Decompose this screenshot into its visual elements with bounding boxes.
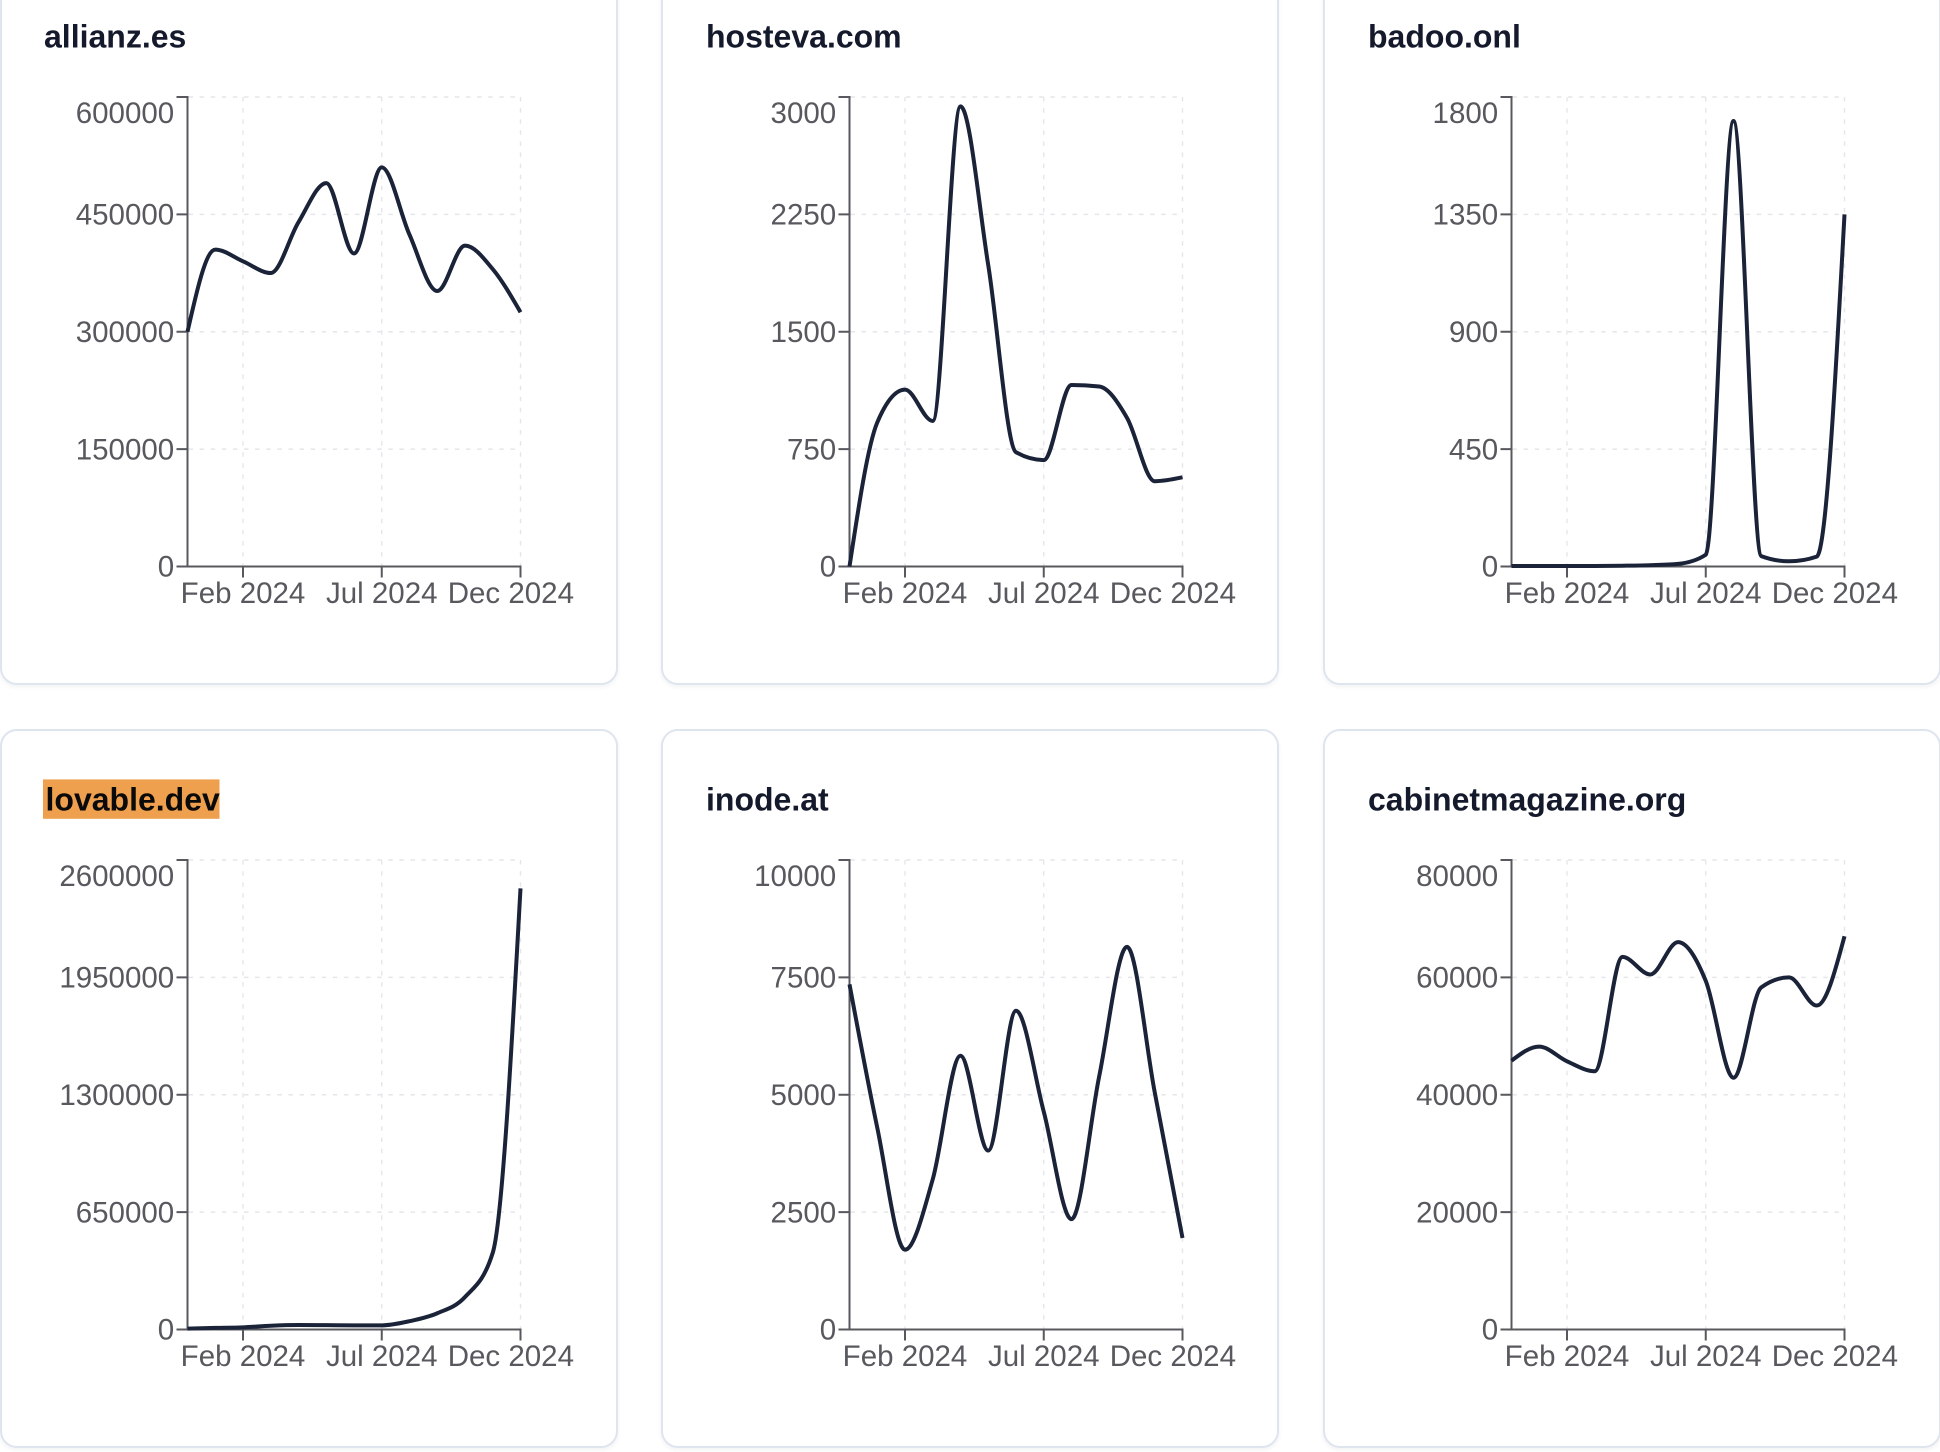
svg-text:450000: 450000 <box>76 199 174 232</box>
svg-text:1350: 1350 <box>1432 199 1498 232</box>
svg-text:650000: 650000 <box>76 1196 174 1229</box>
svg-text:2600000: 2600000 <box>59 860 174 893</box>
svg-text:Dec 2024: Dec 2024 <box>1109 577 1235 610</box>
svg-text:Dec 2024: Dec 2024 <box>1772 577 1898 610</box>
svg-text:450: 450 <box>1449 433 1498 466</box>
svg-text:inode.at: inode.at <box>706 781 829 817</box>
svg-text:Jul 2024: Jul 2024 <box>987 1340 1099 1373</box>
svg-text:60000: 60000 <box>1416 961 1498 994</box>
svg-text:750: 750 <box>786 433 835 466</box>
svg-text:Jul 2024: Jul 2024 <box>326 577 438 610</box>
svg-text:0: 0 <box>1482 1313 1498 1346</box>
svg-text:lovable.dev: lovable.dev <box>46 781 221 817</box>
svg-text:600000: 600000 <box>76 97 174 130</box>
svg-text:20000: 20000 <box>1416 1196 1498 1229</box>
svg-text:7500: 7500 <box>770 961 836 994</box>
svg-text:Feb 2024: Feb 2024 <box>842 577 967 610</box>
svg-text:Jul 2024: Jul 2024 <box>1650 577 1762 610</box>
svg-text:Feb 2024: Feb 2024 <box>1504 1340 1629 1373</box>
svg-text:Jul 2024: Jul 2024 <box>1650 1340 1762 1373</box>
svg-text:Dec 2024: Dec 2024 <box>448 1340 574 1373</box>
svg-text:Jul 2024: Jul 2024 <box>987 577 1099 610</box>
svg-text:0: 0 <box>1482 551 1498 584</box>
svg-text:10000: 10000 <box>754 860 836 893</box>
svg-text:1500: 1500 <box>770 316 836 349</box>
svg-text:900: 900 <box>1449 316 1498 349</box>
svg-text:3000: 3000 <box>770 97 836 130</box>
svg-text:Feb 2024: Feb 2024 <box>181 1340 306 1373</box>
svg-text:badoo.onl: badoo.onl <box>1368 18 1521 54</box>
svg-text:2500: 2500 <box>770 1196 836 1229</box>
svg-text:0: 0 <box>158 551 174 584</box>
svg-text:2250: 2250 <box>770 199 836 232</box>
svg-text:Jul 2024: Jul 2024 <box>326 1340 438 1373</box>
svg-text:0: 0 <box>819 1313 835 1346</box>
svg-text:0: 0 <box>819 551 835 584</box>
svg-text:hosteva.com: hosteva.com <box>706 18 902 54</box>
svg-text:Dec 2024: Dec 2024 <box>1772 1340 1898 1373</box>
svg-text:150000: 150000 <box>76 433 174 466</box>
svg-text:1950000: 1950000 <box>59 961 174 994</box>
svg-text:0: 0 <box>158 1313 174 1346</box>
svg-text:Feb 2024: Feb 2024 <box>1504 577 1629 610</box>
svg-text:Dec 2024: Dec 2024 <box>448 577 574 610</box>
svg-text:allianz.es: allianz.es <box>44 18 186 54</box>
svg-text:80000: 80000 <box>1416 860 1498 893</box>
svg-text:Feb 2024: Feb 2024 <box>842 1340 967 1373</box>
svg-text:cabinetmagazine.org: cabinetmagazine.org <box>1368 781 1686 817</box>
svg-text:1300000: 1300000 <box>59 1079 174 1112</box>
svg-text:40000: 40000 <box>1416 1079 1498 1112</box>
svg-text:1800: 1800 <box>1432 97 1498 130</box>
svg-text:5000: 5000 <box>770 1079 836 1112</box>
svg-text:Feb 2024: Feb 2024 <box>181 577 306 610</box>
svg-text:300000: 300000 <box>76 316 174 349</box>
svg-text:Dec 2024: Dec 2024 <box>1109 1340 1235 1373</box>
